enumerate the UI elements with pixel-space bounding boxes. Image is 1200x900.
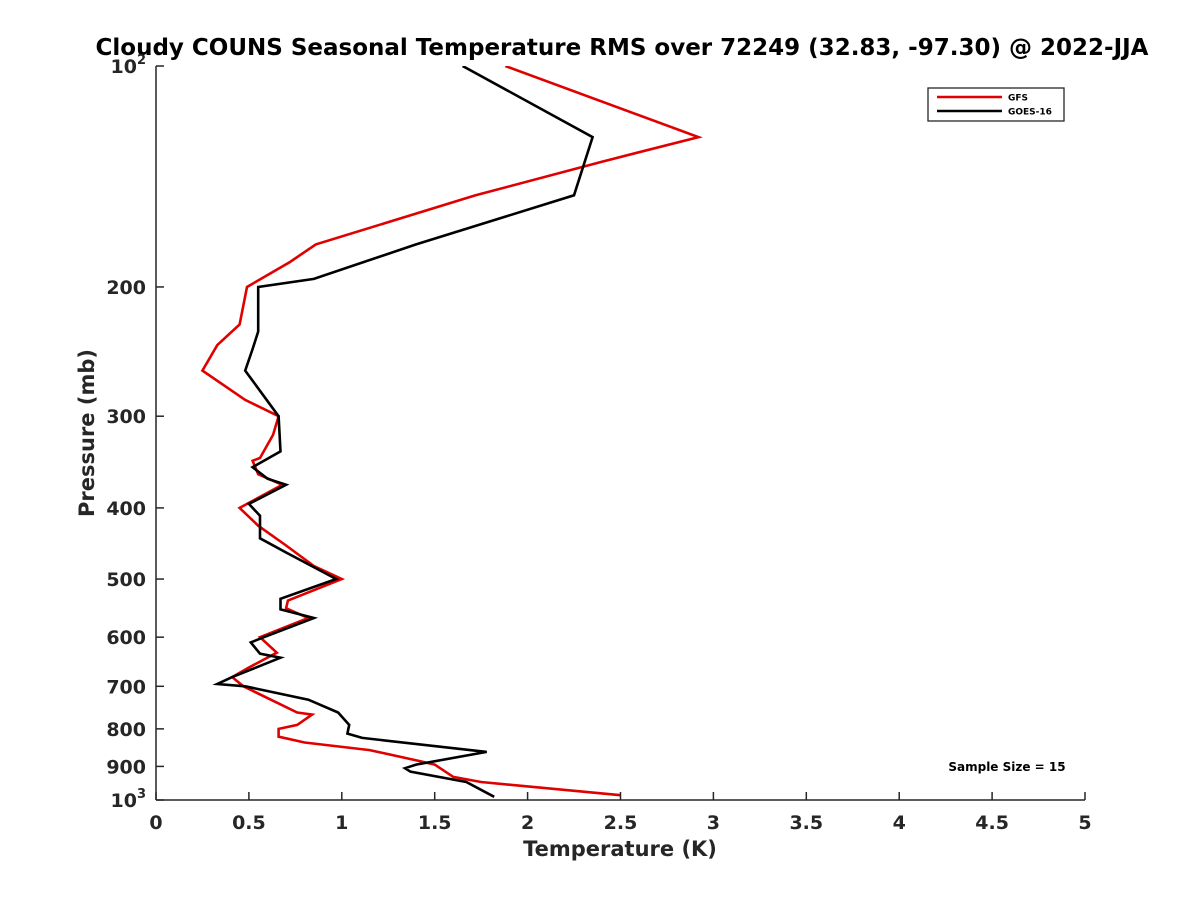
legend-box xyxy=(927,87,1065,122)
plot-area: 0 0.5 1 1.5 2 2.5 3 3.5 4 4.5 5 102 200 300 400 500 600 7… xyxy=(106,53,1091,834)
x-tick-label: 5 xyxy=(1078,812,1091,834)
legend-label: GFS xyxy=(1008,94,1028,104)
x-tick-label: 4 xyxy=(893,812,906,834)
chart-title: Cloudy COUNS Seasonal Temperature RMS ov… xyxy=(96,35,1149,61)
y-tick-label: 300 xyxy=(106,406,146,428)
y-tick-label: 200 xyxy=(106,277,146,299)
sample-size-annotation: Sample Size = 15 xyxy=(948,760,1065,774)
x-tick-label: 3 xyxy=(707,812,720,834)
y-axis-label: Pressure (mb) xyxy=(75,349,99,517)
x-axis-label: Temperature (K) xyxy=(523,837,717,861)
x-tick-label: 3.5 xyxy=(789,812,823,834)
y-tick-label: 103 xyxy=(111,787,147,812)
y-tick-label: 102 xyxy=(111,53,147,78)
y-tick-label: 400 xyxy=(106,498,146,520)
y-tick-label: 900 xyxy=(106,756,146,778)
axes-layer: 0 0.5 1 1.5 2 2.5 3 3.5 4 4.5 5 102 200 300 400 500 600 7… xyxy=(106,53,1091,834)
y-tick-label: 500 xyxy=(106,569,146,591)
x-tick-label: 2 xyxy=(521,812,534,834)
x-tick-label: 1 xyxy=(335,812,348,834)
x-tick-label: 0 xyxy=(149,812,162,834)
y-tick-label: 800 xyxy=(106,719,146,741)
legend-label: GOES-16 xyxy=(1008,108,1052,118)
series-line-goes-16 xyxy=(212,66,595,798)
x-tick-label: 4.5 xyxy=(975,812,1009,834)
series-line-gfs xyxy=(200,66,703,797)
x-tick-label: 1.5 xyxy=(418,812,452,834)
x-tick-label: 2.5 xyxy=(604,812,638,834)
y-tick-label: 600 xyxy=(106,627,146,649)
series-layer xyxy=(200,66,703,798)
x-tick-label: 0.5 xyxy=(232,812,266,834)
legend: GFS GOES-16 xyxy=(927,87,1065,122)
y-tick-label: 700 xyxy=(106,676,146,698)
